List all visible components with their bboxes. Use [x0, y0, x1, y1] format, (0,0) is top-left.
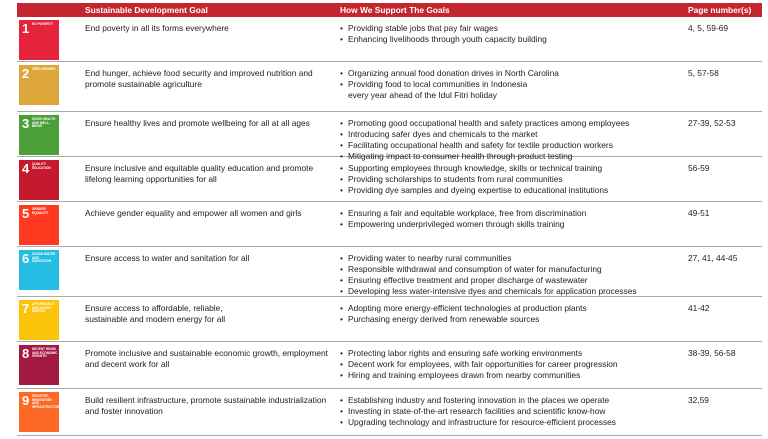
table-row: 5 GENDER EQUALITY Achieve gender equality …	[17, 202, 762, 247]
sdg-label: AFFORDABLE AND CLEAN ENERGY	[32, 302, 54, 314]
goal-text: Ensure inclusive and equitable quality e…	[85, 163, 314, 184]
table-row: 2 ZERO HUNGER End hunger, achieve food sec…	[17, 62, 762, 112]
action-item: Providing stable jobs that pay fair wage…	[340, 23, 547, 34]
goal-text: End hunger, achieve food security and im…	[85, 68, 313, 89]
header-how: How We Support The Goals	[340, 5, 450, 15]
sdg-number: 6	[22, 251, 30, 266]
action-list: Promoting good occupational health and s…	[340, 118, 629, 162]
sdg-icon: 8 DECENT WORK AND ECONOMIC GROWTH	[19, 345, 59, 385]
action-item: Facilitating occupational health and saf…	[340, 140, 629, 151]
action-list: Establishing industry and fostering inno…	[340, 395, 616, 428]
action-item: Decent work for employees, with fair opp…	[340, 359, 618, 370]
table-row: 4 QUALITY EDUCATION Ensure inclusive and e…	[17, 157, 762, 202]
sdg-number: 7	[22, 301, 30, 316]
sdg-number: 4	[22, 161, 30, 176]
page-numbers: 27-39, 52-53	[688, 118, 736, 128]
goal-text: Achieve gender equality and empower all …	[85, 208, 302, 218]
action-item: Establishing industry and fostering inno…	[340, 395, 616, 406]
sdg-label: NO POVERTY	[32, 22, 53, 26]
action-item: Upgrading technology and infrastructure …	[340, 417, 616, 428]
sdg-label: DECENT WORK AND ECONOMIC GROWTH	[32, 347, 58, 359]
action-item: Mitigating impact to consumer health thr…	[340, 151, 629, 162]
action-item: Investing in state-of-the-art research f…	[340, 406, 616, 417]
sdg-label: CLEAN WATER AND SANITATION	[32, 252, 56, 264]
action-item: Ensuring a fair and equitable workplace,…	[340, 208, 586, 219]
action-list: Ensuring a fair and equitable workplace,…	[340, 208, 586, 230]
action-list: Providing water to nearby rural communit…	[340, 253, 637, 297]
action-item: Developing less water-intensive dyes and…	[340, 286, 637, 297]
table-row: 6 CLEAN WATER AND SANITATION Ensure access…	[17, 247, 762, 297]
sdg-icon: 6 CLEAN WATER AND SANITATION	[19, 250, 59, 290]
page-numbers: 41-42	[688, 303, 710, 313]
table-row: 7 AFFORDABLE AND CLEAN ENERGY Ensure acces…	[17, 297, 762, 342]
sdg-number: 5	[22, 206, 30, 221]
goal-text: Ensure access to water and sanitation fo…	[85, 253, 250, 263]
sdg-label: GOOD HEALTH AND WELL-BEING	[32, 117, 56, 129]
action-item: Promoting good occupational health and s…	[340, 118, 629, 129]
goal-text: Ensure healthy lives and promote wellbei…	[85, 118, 310, 128]
sdg-number: 2	[22, 66, 30, 81]
action-list: Organizing annual food donation drives i…	[340, 68, 559, 101]
action-item: Organizing annual food donation drives i…	[340, 68, 559, 79]
header-goal: Sustainable Development Goal	[85, 5, 208, 15]
goal-text: Promote inclusive and sustainable econom…	[85, 348, 328, 369]
action-item: Ensuring effective treatment and proper …	[340, 275, 637, 286]
action-list: Protecting labor rights and ensuring saf…	[340, 348, 618, 381]
action-item: Protecting labor rights and ensuring saf…	[340, 348, 618, 359]
sdg-number: 3	[22, 116, 30, 131]
action-item: Enhancing livelihoods through youth capa…	[340, 34, 547, 45]
sdg-label: GENDER EQUALITY	[32, 207, 49, 215]
sdg-number: 1	[22, 21, 30, 36]
action-item: Adopting more energy-efficient technolog…	[340, 303, 587, 314]
table-row: 8 DECENT WORK AND ECONOMIC GROWTH Promote …	[17, 342, 762, 389]
header-pages: Page number(s)	[688, 5, 752, 15]
action-item: Providing water to nearby rural communit…	[340, 253, 637, 264]
sdg-number: 9	[22, 393, 30, 408]
table-header: Sustainable Development Goal How We Supp…	[17, 3, 762, 17]
table-row: 9 INDUSTRY, INNOVATION AND INFRASTRUCTURE…	[17, 389, 762, 436]
action-item: Responsible withdrawal and consumption o…	[340, 264, 637, 275]
page-numbers: 38-39, 56-58	[688, 348, 736, 358]
action-item: Purchasing energy derived from renewable…	[340, 314, 587, 325]
sdg-icon: 3 GOOD HEALTH AND WELL-BEING	[19, 115, 59, 155]
table-row: 1 NO POVERTY End poverty in all its forms …	[17, 17, 762, 62]
page-numbers: 49-51	[688, 208, 710, 218]
goal-text: Ensure access to affordable, reliable, s…	[85, 303, 226, 324]
action-item: Hiring and training employees drawn from…	[340, 370, 618, 381]
sdg-number: 8	[22, 346, 30, 361]
page-numbers: 32,59	[688, 395, 709, 405]
page-numbers: 56-59	[688, 163, 710, 173]
action-list: Supporting employees through knowledge, …	[340, 163, 608, 196]
sdg-icon: 9 INDUSTRY, INNOVATION AND INFRASTRUCTURE	[19, 392, 62, 432]
sdg-label: QUALITY EDUCATION	[32, 162, 51, 170]
table-row: 3 GOOD HEALTH AND WELL-BEING Ensure health…	[17, 112, 762, 162]
page-numbers: 4, 5, 59-69	[688, 23, 729, 33]
sdg-label: ZERO HUNGER	[32, 67, 56, 71]
goal-text: Build resilient infrastructure, promote …	[85, 395, 327, 416]
action-item: Providing food to local communities in I…	[340, 79, 559, 101]
sdg-icon: 1 NO POVERTY	[19, 20, 59, 60]
sdg-icon: 4 QUALITY EDUCATION	[19, 160, 59, 200]
action-list: Providing stable jobs that pay fair wage…	[340, 23, 547, 45]
action-list: Adopting more energy-efficient technolog…	[340, 303, 587, 325]
goal-text: End poverty in all its forms everywhere	[85, 23, 229, 33]
action-item: Empowering underprivileged women through…	[340, 219, 586, 230]
action-item: Providing scholarships to students from …	[340, 174, 608, 185]
action-item: Introducing safer dyes and chemicals to …	[340, 129, 629, 140]
action-item: Supporting employees through knowledge, …	[340, 163, 608, 174]
sdg-icon: 7 AFFORDABLE AND CLEAN ENERGY	[19, 300, 59, 340]
page-numbers: 27, 41, 44-45	[688, 253, 738, 263]
sdg-icon: 5 GENDER EQUALITY	[19, 205, 59, 245]
action-item: Providing dye samples and dyeing experti…	[340, 185, 608, 196]
sdg-icon: 2 ZERO HUNGER	[19, 65, 59, 105]
page-numbers: 5, 57-58	[688, 68, 719, 78]
sdg-label: INDUSTRY, INNOVATION AND INFRASTRUCTURE	[32, 394, 62, 409]
